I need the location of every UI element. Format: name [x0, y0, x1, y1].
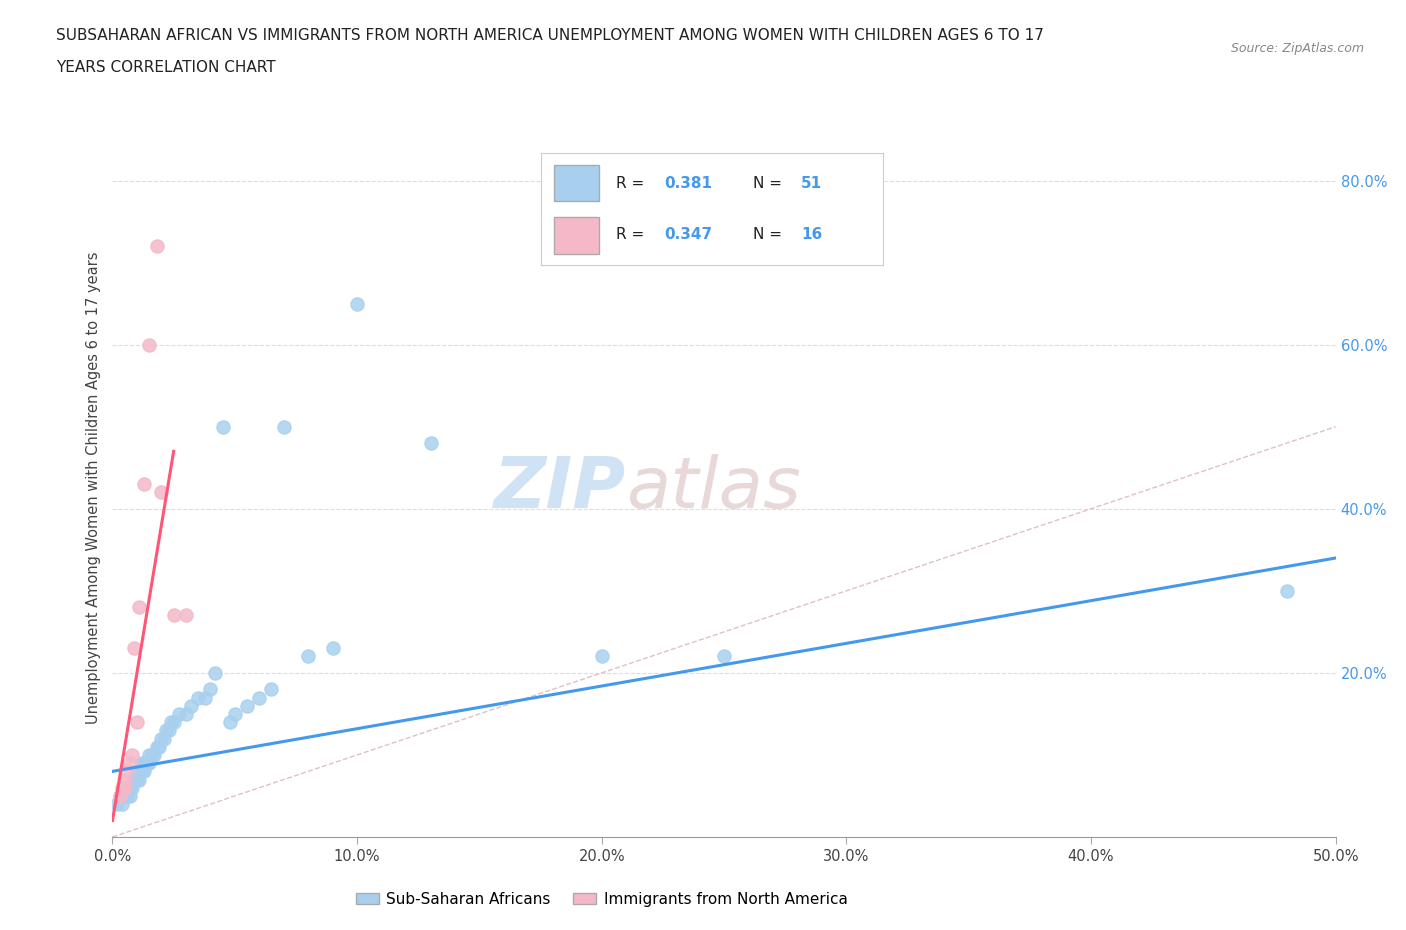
Point — [114, 780, 136, 795]
Point — [124, 641, 146, 656]
Point — [121, 780, 143, 795]
Point — [118, 780, 141, 795]
Point — [174, 608, 197, 623]
Point — [160, 714, 183, 729]
Point — [224, 707, 246, 722]
Point — [134, 477, 156, 492]
Point — [131, 764, 153, 778]
Point — [148, 739, 170, 754]
Text: YEARS CORRELATION CHART: YEARS CORRELATION CHART — [56, 60, 276, 75]
Point — [219, 714, 242, 729]
Point — [141, 748, 163, 763]
Point — [236, 698, 259, 713]
Point — [105, 797, 128, 812]
Point — [180, 698, 202, 713]
Point — [346, 296, 368, 311]
Point — [187, 690, 209, 705]
Point — [124, 772, 146, 787]
Point — [114, 772, 136, 787]
Point — [273, 419, 295, 434]
Point — [128, 600, 150, 615]
Point — [1275, 583, 1298, 598]
Point — [211, 419, 233, 434]
Point — [114, 780, 136, 795]
Point — [150, 731, 173, 746]
Point — [128, 772, 150, 787]
Point — [115, 789, 138, 804]
Point — [419, 435, 441, 450]
Point — [134, 756, 156, 771]
Point — [118, 756, 141, 771]
Point — [135, 756, 157, 771]
Point — [247, 690, 270, 705]
Text: ZIP: ZIP — [494, 454, 626, 523]
Point — [167, 707, 190, 722]
Legend: Sub-Saharan Africans, Immigrants from North America: Sub-Saharan Africans, Immigrants from No… — [350, 886, 853, 913]
Point — [157, 723, 180, 737]
Text: atlas: atlas — [626, 454, 801, 523]
Point — [121, 748, 143, 763]
Point — [150, 485, 173, 499]
Point — [163, 714, 186, 729]
Point — [125, 764, 148, 778]
Point — [260, 682, 283, 697]
Y-axis label: Unemployment Among Women with Children Ages 6 to 17 years: Unemployment Among Women with Children A… — [86, 252, 101, 724]
Point — [131, 756, 153, 771]
Text: Source: ZipAtlas.com: Source: ZipAtlas.com — [1230, 42, 1364, 55]
Point — [111, 797, 134, 812]
Point — [138, 756, 160, 771]
Point — [174, 707, 197, 722]
Point — [143, 748, 166, 763]
Point — [204, 666, 226, 681]
Point — [134, 764, 156, 778]
Point — [145, 739, 167, 754]
Point — [155, 723, 177, 737]
Point — [138, 338, 160, 352]
Point — [194, 690, 217, 705]
Point — [713, 649, 735, 664]
Point — [200, 682, 222, 697]
Point — [118, 789, 141, 804]
Point — [108, 789, 131, 804]
Point — [125, 714, 148, 729]
Point — [145, 239, 167, 254]
Point — [114, 789, 136, 804]
Point — [591, 649, 613, 664]
Point — [115, 764, 138, 778]
Point — [138, 748, 160, 763]
Point — [322, 641, 344, 656]
Point — [108, 789, 131, 804]
Point — [297, 649, 319, 664]
Point — [125, 772, 148, 787]
Text: SUBSAHARAN AFRICAN VS IMMIGRANTS FROM NORTH AMERICA UNEMPLOYMENT AMONG WOMEN WIT: SUBSAHARAN AFRICAN VS IMMIGRANTS FROM NO… — [56, 28, 1045, 43]
Point — [111, 780, 134, 795]
Point — [163, 608, 186, 623]
Point — [153, 731, 176, 746]
